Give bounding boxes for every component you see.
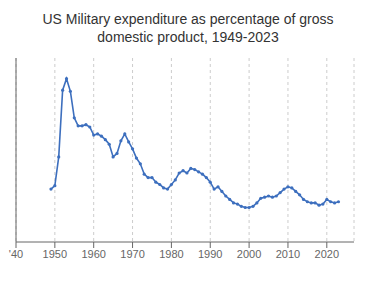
svg-text:1990: 1990: [198, 248, 222, 260]
html-text:US Military expenditure as per: US Military expenditure as percentage of…: [42, 11, 334, 27]
svg-text:1960: 1960: [81, 248, 105, 260]
svg-text:2020: 2020: [315, 248, 339, 260]
html-text:domestic product, 1949-2023: domestic product, 1949-2023: [97, 29, 279, 45]
svg-text:2010: 2010: [276, 248, 300, 260]
svg-text:'40: '40: [9, 248, 23, 260]
svg-text:2000: 2000: [237, 248, 261, 260]
svg-text:1970: 1970: [120, 248, 144, 260]
svg-text:1980: 1980: [159, 248, 183, 260]
svg-text:1950: 1950: [43, 248, 67, 260]
